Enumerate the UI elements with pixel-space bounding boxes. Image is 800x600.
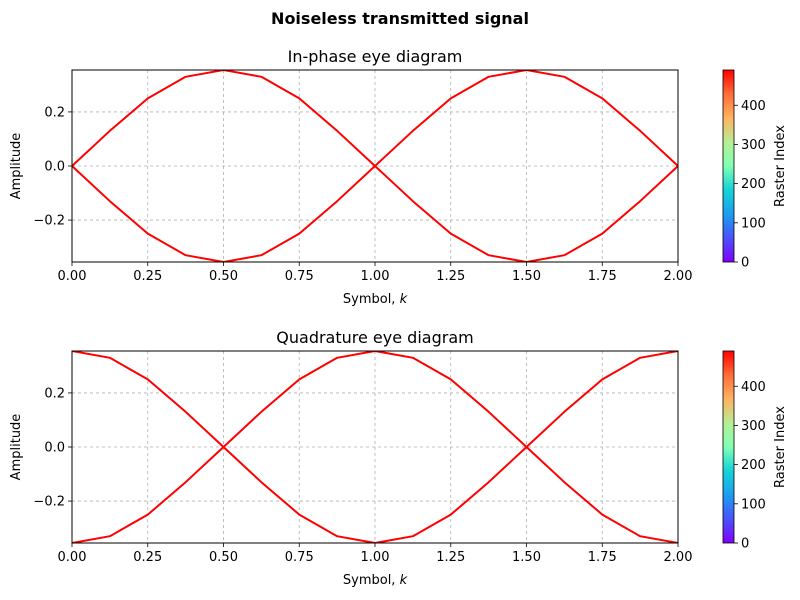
x-tick-label: 1.00 (361, 269, 390, 284)
colorbar-tick-label: 300 (741, 138, 766, 153)
colorbar-tick-label: 200 (741, 177, 766, 192)
x-tick-label: 1.00 (361, 550, 390, 565)
x-tick-label: 0.75 (285, 550, 314, 565)
x-tick-label: 0.25 (133, 269, 162, 284)
eye-traces (72, 70, 678, 262)
eye-traces (72, 351, 678, 543)
y-tick-label: −0.2 (33, 214, 65, 229)
colorbar: 0 100 200 300 400 Raster Index (722, 350, 788, 552)
x-tick-label: 0.50 (209, 550, 238, 565)
colorbar-label: Raster Index (773, 406, 788, 488)
x-axis-label: Symbol, k (343, 292, 408, 307)
x-tick-label: 2.00 (664, 269, 693, 284)
signal-trace (72, 351, 678, 543)
colorbar-tick-label: 200 (741, 458, 766, 473)
x-tick-label: 0.25 (133, 550, 162, 565)
colorbar-tick-label: 300 (741, 419, 766, 434)
colorbar-tick-label: 100 (741, 216, 766, 231)
colorbar-tick-label: 0 (741, 256, 749, 271)
signal-trace (72, 351, 678, 543)
x-tick-label: 1.75 (588, 550, 617, 565)
signal-trace (72, 165, 678, 262)
axes-frame (71, 350, 679, 544)
colorbar: 0 100 200 300 400 Raster Index (722, 69, 788, 271)
x-tick-label: 0.75 (285, 269, 314, 284)
x-tick-label: 1.25 (436, 550, 465, 565)
y-tick-label: 0.0 (44, 160, 65, 175)
y-axis-label: Amplitude (9, 414, 24, 481)
colorbar-gradient (722, 69, 735, 263)
colorbar-tick-label: 400 (741, 380, 766, 395)
x-axis-label: Symbol, k (343, 573, 408, 588)
colorbar-tick-label: 0 (741, 537, 749, 552)
y-tick-label: 0.0 (44, 441, 65, 456)
x-tick-label: 0.00 (58, 550, 87, 565)
colorbar-gradient (722, 350, 735, 544)
axes-title: In-phase eye diagram (288, 47, 463, 66)
x-tick-label: 1.25 (436, 269, 465, 284)
y-axis-label: Amplitude (9, 133, 24, 200)
y-tick-label: 0.2 (44, 386, 65, 401)
x-tick-label: 1.75 (588, 269, 617, 284)
figure-suptitle: Noiseless transmitted signal (271, 9, 529, 28)
x-tick-label: 1.50 (512, 550, 541, 565)
x-tick-label: 0.50 (209, 269, 238, 284)
colorbar-label: Raster Index (773, 125, 788, 207)
x-tick-label: 2.00 (664, 550, 693, 565)
x-tick-label: 0.00 (58, 269, 87, 284)
axes-title: Quadrature eye diagram (276, 328, 473, 347)
x-tick-label: 1.50 (512, 269, 541, 284)
y-tick-label: 0.2 (44, 105, 65, 120)
y-tick-label: −0.2 (33, 495, 65, 510)
axes-frame (71, 69, 679, 263)
colorbar-tick-label: 100 (741, 497, 766, 512)
colorbar-tick-label: 400 (741, 99, 766, 114)
